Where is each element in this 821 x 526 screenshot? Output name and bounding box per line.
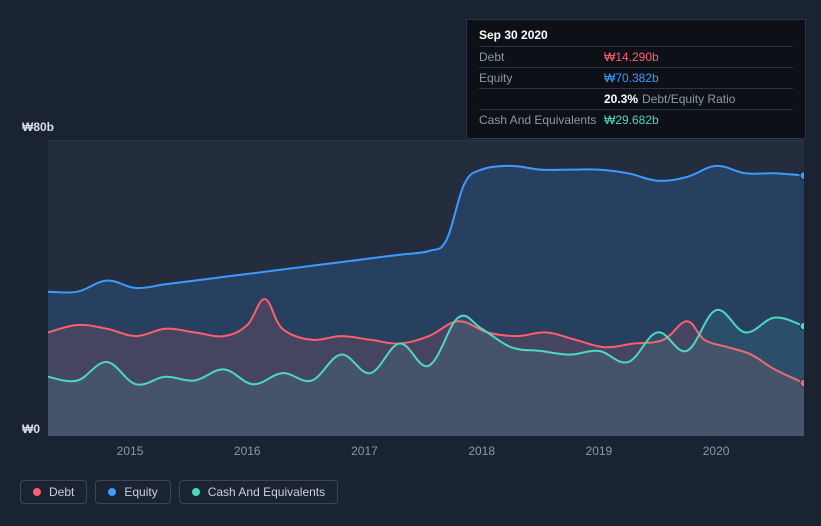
summary-label: Cash And Equivalents <box>479 113 604 127</box>
summary-row-equity: Equity ₩70.382b <box>479 67 793 88</box>
x-tick: 2015 <box>117 444 144 458</box>
x-tick: 2019 <box>586 444 613 458</box>
legend-item-cash[interactable]: Cash And Equivalents <box>179 480 338 504</box>
legend-dot <box>192 488 200 496</box>
legend-dot <box>108 488 116 496</box>
summary-label: Equity <box>479 71 604 85</box>
legend-label: Equity <box>124 485 157 499</box>
legend-label: Cash And Equivalents <box>208 485 325 499</box>
summary-value: 20.3% Debt/Equity Ratio <box>604 92 793 106</box>
summary-box: Sep 30 2020 Debt ₩14.290b Equity ₩70.382… <box>466 19 806 139</box>
legend-label: Debt <box>49 485 74 499</box>
x-tick: 2016 <box>234 444 261 458</box>
chart-svg <box>48 140 804 436</box>
summary-label: Debt <box>479 50 604 64</box>
legend-dot <box>33 488 41 496</box>
y-axis-label-bottom: ₩0 <box>22 422 40 436</box>
summary-row-ratio: 20.3% Debt/Equity Ratio <box>479 88 793 109</box>
x-tick: 2020 <box>703 444 730 458</box>
ratio-percent: 20.3% <box>604 92 638 106</box>
legend-item-equity[interactable]: Equity <box>95 480 170 504</box>
ratio-label: Debt/Equity Ratio <box>642 92 735 106</box>
x-tick: 2017 <box>351 444 378 458</box>
summary-row-debt: Debt ₩14.290b <box>479 46 793 67</box>
summary-label <box>479 92 604 106</box>
chart-plot-area[interactable] <box>48 140 804 436</box>
legend: Debt Equity Cash And Equivalents <box>20 480 338 504</box>
summary-row-cash: Cash And Equivalents ₩29.682b <box>479 109 793 130</box>
summary-value: ₩14.290b <box>604 50 793 64</box>
summary-value: ₩29.682b <box>604 113 793 127</box>
x-axis: 2015 2016 2017 2018 2019 2020 <box>48 444 804 464</box>
x-tick: 2018 <box>468 444 495 458</box>
legend-item-debt[interactable]: Debt <box>20 480 87 504</box>
summary-date: Sep 30 2020 <box>479 28 793 42</box>
y-axis-label-top: ₩80b <box>22 120 54 134</box>
summary-value: ₩70.382b <box>604 71 793 85</box>
